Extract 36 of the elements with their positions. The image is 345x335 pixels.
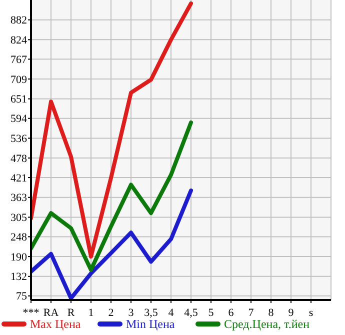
y-tick-label: 536 [10,133,28,146]
y-tick-label: 767 [10,54,28,66]
line-series [31,120,193,272]
x-tick-label: 4,5 [184,307,198,319]
x-tick-label: 8 [268,307,274,319]
y-tick-label: 363 [10,192,28,204]
y-tick-label: 651 [10,94,27,106]
x-tick-label: 9 [288,307,294,319]
y-tick-label: 594 [10,113,28,126]
y-tick-label: 132 [10,271,27,284]
x-tick-label: 7 [248,307,254,319]
y-tick-label: 824 [10,34,28,47]
legend-label: Сред.Цена, т.йен [224,317,310,331]
y-tick-label: 305 [10,212,28,224]
x-tick-label: 1 [88,307,94,319]
legend-label: Min Цена [126,317,176,331]
line-series [31,188,193,300]
x-tick-label: 5 [208,307,214,319]
x-tick-label: 6 [228,307,234,319]
x-tick-label: 3 [128,307,134,319]
x-tick-label: s [308,307,314,319]
x-tick-label: 4 [168,307,174,319]
x-tick-label: R [67,307,76,319]
x-tick-label: RA [43,307,59,319]
y-tick-label: 75 [16,290,28,303]
y-tick-label: 190 [10,251,28,264]
y-tick-label: 248 [10,232,28,244]
y-tick-label: 478 [10,152,28,165]
x-tick-label: *** [22,307,40,319]
y-tick-label: 709 [10,74,28,86]
y-tick-label: 882 [10,14,27,27]
x-tick-label: 3,5 [144,307,158,319]
y-tick-label: 421 [10,172,27,184]
legend-label: Max Цена [30,317,82,331]
x-tick-label: 2 [108,307,114,319]
line-series [31,1,193,259]
